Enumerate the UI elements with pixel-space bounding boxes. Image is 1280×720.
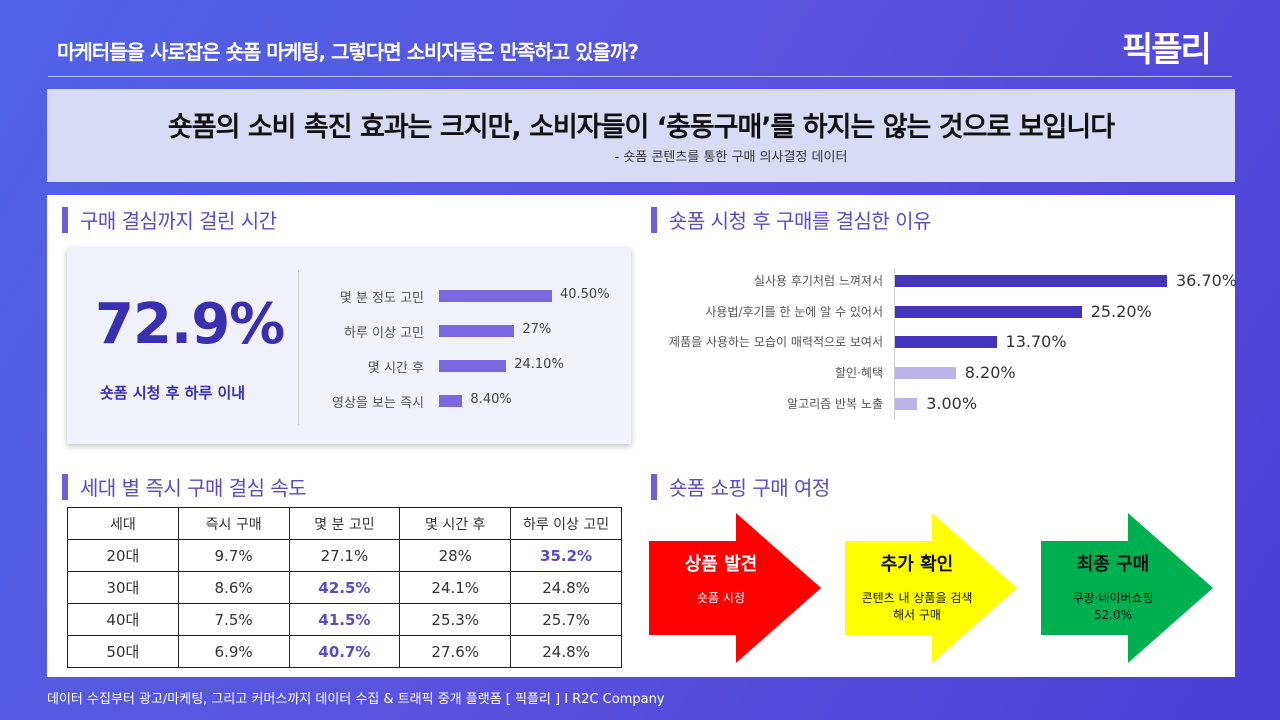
table-header-row: 세대 즉시 구매 몇 분 고민 몇 시간 후 하루 이상 고민: [67, 507, 622, 540]
bar-value: 27%: [522, 322, 552, 337]
section-heading: 숏폼 시청 후 구매를 결심한 이유: [669, 209, 932, 233]
generation-table: 세대 즉시 구매 몇 분 고민 몇 시간 후 하루 이상 고민 20대 9.7% 2…: [67, 507, 622, 668]
table-cell: 25.3%: [399, 603, 512, 636]
step-title: 상품 발견: [684, 554, 758, 575]
bar-label: 알고리즘 반복 노출: [787, 396, 883, 411]
step-description: 콘텐츠 내 상품을 검색해서 구매: [861, 591, 973, 622]
bar-label: 하루 이상 고민: [343, 326, 424, 341]
column-header: 몇 시간 후: [399, 507, 512, 540]
step-title: 추가 확인: [880, 554, 954, 575]
bar-label: 제품을 사용하는 모습이 매력적으로 보여서: [669, 335, 883, 350]
bar: [439, 325, 515, 337]
table-cell: 6.9%: [177, 635, 290, 668]
bar-label: 몇 분 정도 고민: [339, 291, 424, 306]
bar-value: 40.50%: [559, 287, 610, 302]
bar: [895, 275, 1167, 287]
section-marker: [651, 206, 657, 233]
bar-value: 25.20%: [1090, 301, 1152, 321]
column-header: 몇 분 고민: [288, 507, 401, 540]
section-heading: 구매 결심까지 걸린 시간: [80, 209, 277, 233]
table-cell: 27.6%: [399, 635, 512, 668]
step-description: 숏폼 시청: [697, 591, 745, 605]
table-cell: 41.5%: [288, 603, 401, 636]
bar-label: 영상을 보는 즉시: [332, 396, 424, 411]
arrow-shape: [1041, 513, 1213, 663]
bar-value: 8.40%: [470, 392, 512, 407]
step-description: 쿠팡·네이버쇼핑 52.0%: [1072, 591, 1154, 622]
big-stat-label: 숏폼 시청 후 하루 이내: [100, 384, 246, 402]
bar-value: 36.70%: [1175, 271, 1237, 290]
table-cell: 25.7%: [510, 603, 622, 636]
table-cell: 30대: [67, 571, 179, 604]
section-heading: 숏폼 쇼핑 구매 여정: [669, 476, 830, 500]
section-generation: 세대 별 즉시 구매 결심 속도: [62, 472, 307, 501]
section-reasons: 숏폼 시청 후 구매를 결심한 이유: [651, 205, 932, 234]
table-cell: 9.7%: [177, 539, 290, 572]
bar: [895, 305, 1082, 318]
bar: [895, 367, 956, 380]
bar: [895, 336, 997, 349]
column-header: 하루 이상 고민: [510, 507, 622, 540]
column-header: 세대: [67, 507, 179, 540]
table-row: 50대 6.9% 40.7% 27.6% 24.8%: [67, 635, 622, 668]
table-cell: 40대: [67, 603, 179, 636]
page-title: 마케터들을 사로잡은 숏폼 마케팅, 그렇다면 소비자들은 만족하고 있을까?: [57, 40, 639, 64]
bar-value: 13.70%: [1005, 332, 1067, 352]
table-row: 40대 7.5% 41.5% 25.3% 25.7%: [67, 603, 622, 636]
bar-label: 몇 시간 후: [367, 361, 424, 376]
section-marker: [62, 473, 68, 500]
divider: [298, 270, 299, 425]
table-cell: 35.2%: [510, 539, 622, 572]
bar-value: 24.10%: [514, 357, 564, 372]
table-cell: 28%: [399, 539, 512, 572]
logo: 픽플리: [1122, 30, 1212, 70]
bar: [439, 395, 463, 407]
section-journey: 숏폼 쇼핑 구매 여정: [651, 472, 830, 501]
section-heading: 세대 별 즉시 구매 결심 속도: [80, 476, 307, 500]
divider: [48, 76, 1232, 77]
table-row: 20대 9.7% 27.1% 28% 35.2%: [67, 539, 622, 572]
table-cell: 50대: [67, 635, 179, 668]
big-stat: 72.9%: [95, 292, 285, 357]
headline-banner: 숏폼의 소비 촉진 효과는 크지만, 소비자들이 ‘충동구매’를 하지는 않는 …: [47, 89, 1235, 182]
section-marker: [651, 473, 657, 500]
arrow-shape: [649, 513, 821, 663]
table-cell: 42.5%: [288, 571, 401, 604]
bar-label: 실사용 후기처럼 느껴져서: [753, 274, 883, 288]
bar: [895, 397, 918, 410]
headline: 숏폼의 소비 촉진 효과는 크지만, 소비자들이 ‘충동구매’를 하지는 않는 …: [167, 112, 1115, 143]
headline-source: - 숏폼 콘텐츠를 통한 구매 의사결정 데이터: [614, 150, 848, 165]
bar-label: 할인·혜택: [835, 366, 883, 381]
decision-time-card: [67, 248, 631, 444]
bar-label: 사용법/후기를 한 눈에 알 수 있어서: [705, 304, 883, 319]
bar: [439, 360, 507, 372]
table-row: 30대 8.6% 42.5% 24.1% 24.8%: [67, 571, 622, 604]
table-cell: 24.1%: [399, 571, 512, 604]
table-cell: 7.5%: [177, 603, 290, 636]
step-title: 최종 구매: [1076, 554, 1150, 575]
table-cell: 24.8%: [510, 571, 622, 604]
bar-value: 8.20%: [964, 363, 1016, 383]
footer: 데이터 수집부터 광고/마케팅, 그리고 커머스까지 데이터 수집 & 트래픽 …: [47, 692, 665, 707]
section-marker: [62, 206, 68, 233]
bar: [439, 290, 552, 302]
chart-axis: [894, 268, 895, 420]
arrow-shape: [845, 513, 1017, 663]
section-decision-time: 구매 결심까지 걸린 시간: [62, 205, 277, 234]
table-cell: 8.6%: [177, 571, 290, 604]
table-cell: 40.7%: [288, 635, 401, 668]
table-cell: 27.1%: [288, 539, 401, 572]
table-cell: 24.8%: [510, 635, 622, 668]
table-cell: 20대: [67, 539, 179, 572]
bar-value: 3.00%: [926, 393, 978, 413]
column-header: 즉시 구매: [177, 507, 290, 540]
